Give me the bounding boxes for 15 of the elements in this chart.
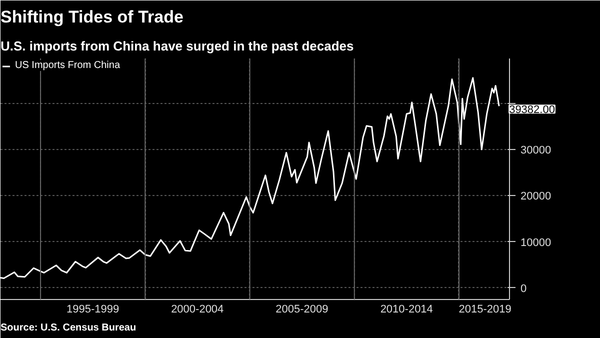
- line-series: [0, 77, 500, 280]
- chart-title: Shifting Tides of Trade: [0, 8, 184, 26]
- source-note: Source: U.S. Census Bureau: [0, 322, 136, 334]
- x-tick-label: 2015-2019: [458, 304, 512, 316]
- x-tick-label: 2010-2014: [380, 304, 433, 316]
- y-tick-label: 0: [520, 282, 527, 295]
- y-tick-label: 30000: [520, 144, 552, 156]
- x-tick-label: 2005-2009: [276, 304, 328, 316]
- chart-subtitle: U.S. imports from China have surged in the past decades: [0, 38, 354, 54]
- y-tick-label: 20000: [520, 190, 552, 203]
- x-tick-label: 1995-1999: [66, 304, 120, 316]
- x-tick-label: 2000-2004: [171, 304, 224, 316]
- legend-label: US Imports From China: [15, 60, 120, 71]
- annotation: 39382.00: [509, 104, 555, 116]
- y-tick-label: 10000: [520, 236, 552, 249]
